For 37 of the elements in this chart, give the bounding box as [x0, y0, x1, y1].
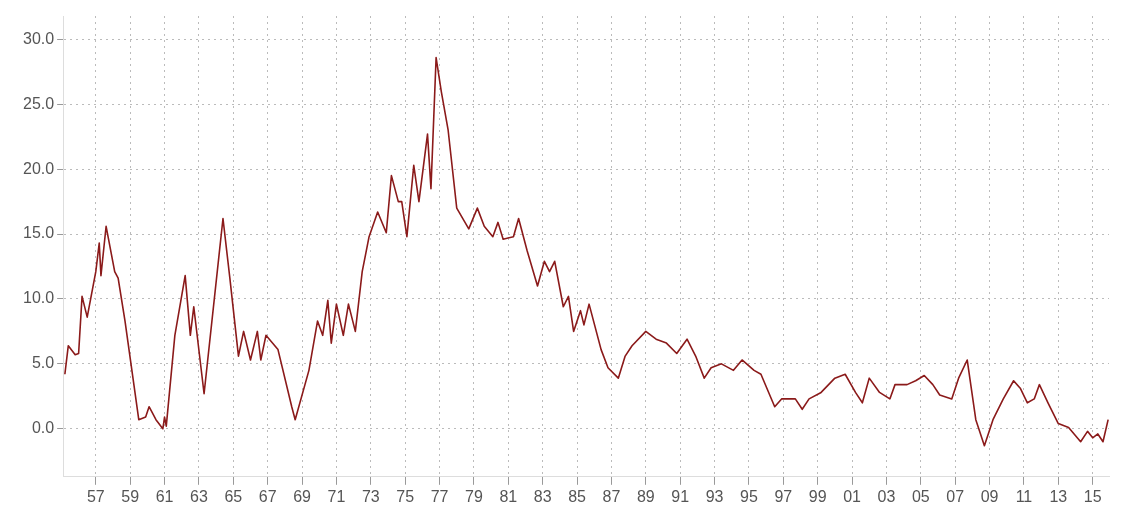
- x-tick-label: 99: [808, 487, 827, 505]
- x-tick-label: 95: [740, 487, 758, 505]
- x-tick-label: 03: [877, 487, 896, 505]
- y-tick-label: 25.0: [23, 94, 55, 112]
- y-tick-label: 20.0: [23, 159, 55, 177]
- x-tick-label: 83: [533, 487, 552, 505]
- x-tick-label: 09: [980, 487, 999, 505]
- x-tick-label: 71: [327, 487, 346, 505]
- x-tick-label: 91: [671, 487, 690, 505]
- x-tick-label: 97: [774, 487, 793, 505]
- y-tick-label: 5.0: [31, 354, 55, 372]
- x-tick-label: 11: [1015, 487, 1033, 505]
- x-tick-label: 81: [499, 487, 518, 505]
- x-tick-label: 57: [86, 487, 105, 505]
- y-tick-label: 15.0: [23, 224, 55, 242]
- x-tick-label: 67: [258, 487, 277, 505]
- x-tick-label: 01: [843, 487, 862, 505]
- x-tick-label: 13: [1049, 487, 1068, 505]
- x-tick-label: 05: [911, 487, 930, 505]
- x-tick-label: 15: [1083, 487, 1102, 505]
- x-tick-label: 65: [224, 487, 243, 505]
- x-tick-label: 59: [121, 487, 140, 505]
- x-tick-label: 89: [636, 487, 655, 505]
- x-tick-label: 73: [361, 487, 380, 505]
- x-tick-label: 69: [293, 487, 312, 505]
- x-tick-label: 77: [430, 487, 449, 505]
- x-tick-label: 75: [396, 487, 415, 505]
- x-tick-label: 79: [465, 487, 483, 505]
- x-tick-label: 07: [946, 487, 965, 505]
- x-tick-label: 61: [155, 487, 174, 505]
- x-tick-label: 63: [190, 487, 208, 505]
- y-tick-label: 0.0: [31, 419, 55, 437]
- x-tick-label: 87: [602, 487, 621, 505]
- y-tick-label: 10.0: [23, 289, 55, 307]
- x-tick-label: 93: [705, 487, 724, 505]
- y-tick-label: 30.0: [23, 29, 55, 47]
- x-tick-label: 85: [568, 487, 587, 505]
